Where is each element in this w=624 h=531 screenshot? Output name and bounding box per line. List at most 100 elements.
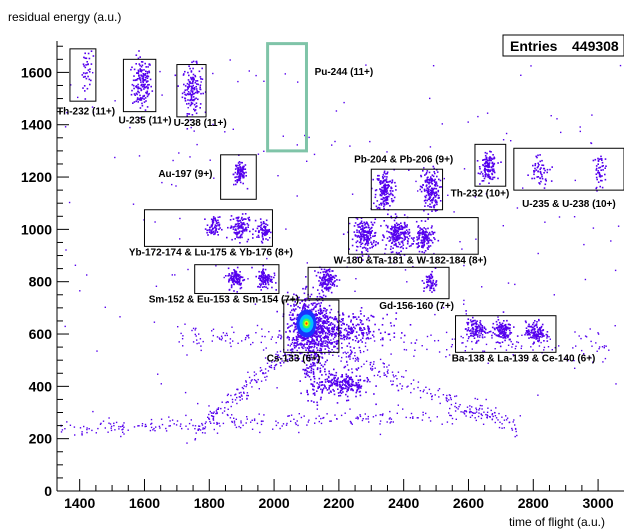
data-point xyxy=(118,428,120,430)
data-point xyxy=(482,330,484,332)
data-point xyxy=(605,345,607,347)
data-point xyxy=(309,346,311,348)
data-point xyxy=(343,323,345,326)
data-point xyxy=(428,182,430,185)
data-point xyxy=(370,367,372,369)
data-point xyxy=(410,412,413,415)
data-point xyxy=(264,283,267,286)
data-point xyxy=(358,230,360,232)
data-point xyxy=(239,396,241,398)
data-point xyxy=(528,323,530,326)
data-point xyxy=(394,213,397,215)
data-point xyxy=(149,78,152,81)
data-point xyxy=(146,92,148,95)
data-point xyxy=(261,328,263,330)
data-point xyxy=(183,91,186,93)
data-point xyxy=(148,70,150,73)
data-point xyxy=(262,372,264,375)
data-point xyxy=(199,86,201,88)
data-point xyxy=(429,196,432,198)
data-point xyxy=(303,415,305,417)
data-point xyxy=(434,196,437,198)
data-point xyxy=(340,324,343,326)
data-point xyxy=(396,224,399,227)
data-point xyxy=(430,287,433,290)
data-point xyxy=(349,332,352,335)
data-point xyxy=(329,287,331,290)
data-point xyxy=(148,71,151,74)
data-point xyxy=(395,245,398,248)
data-point xyxy=(469,319,472,321)
data-point xyxy=(195,432,197,434)
data-point xyxy=(489,416,491,418)
data-point xyxy=(316,390,318,392)
data-point xyxy=(213,219,215,222)
data-point xyxy=(493,157,495,160)
data-point xyxy=(438,388,441,390)
data-point xyxy=(382,317,384,320)
data-point xyxy=(403,223,406,225)
data-point xyxy=(324,282,327,285)
data-point xyxy=(481,286,483,288)
data-point xyxy=(406,242,409,245)
data-point xyxy=(438,186,441,188)
data-point xyxy=(340,376,343,378)
isotope-box xyxy=(176,64,207,118)
data-point xyxy=(192,80,194,82)
data-point xyxy=(329,316,332,318)
data-point xyxy=(315,336,318,339)
data-point xyxy=(490,409,492,412)
data-point xyxy=(333,383,336,386)
data-point xyxy=(320,352,322,354)
data-point xyxy=(245,422,247,424)
data-point xyxy=(604,178,607,181)
data-point xyxy=(540,332,543,334)
data-point xyxy=(141,64,144,67)
data-point xyxy=(316,343,318,346)
data-point xyxy=(248,218,250,221)
data-point xyxy=(229,277,232,280)
data-point xyxy=(263,80,265,82)
data-point xyxy=(463,412,465,414)
data-point xyxy=(232,218,235,220)
data-point xyxy=(364,224,366,226)
data-point xyxy=(388,236,391,238)
data-point xyxy=(279,427,281,430)
data-point xyxy=(398,228,401,231)
data-point xyxy=(255,373,257,375)
data-point xyxy=(266,277,268,279)
data-point xyxy=(373,374,376,377)
data-point xyxy=(241,166,244,168)
data-point xyxy=(286,422,288,425)
data-point xyxy=(235,164,237,167)
data-point xyxy=(361,255,364,257)
data-point xyxy=(168,425,170,427)
data-point xyxy=(328,281,330,284)
data-point xyxy=(592,227,595,229)
data-point xyxy=(306,354,309,357)
data-point xyxy=(241,216,243,219)
data-point xyxy=(232,128,234,130)
data-point xyxy=(260,284,262,287)
data-point xyxy=(302,305,304,308)
data-point xyxy=(297,305,299,308)
data-point xyxy=(404,232,406,234)
data-point xyxy=(228,273,230,275)
data-point xyxy=(538,182,540,184)
data-point xyxy=(340,331,342,334)
data-point xyxy=(443,177,445,180)
data-point xyxy=(314,422,316,424)
data-point xyxy=(433,289,436,292)
data-point xyxy=(324,378,327,381)
data-point xyxy=(417,242,420,244)
data-point xyxy=(194,81,197,84)
data-point xyxy=(73,426,76,428)
data-point xyxy=(328,372,331,375)
data-point xyxy=(436,185,439,187)
data-point xyxy=(502,334,504,336)
data-point xyxy=(480,324,482,326)
data-point xyxy=(259,286,261,288)
data-point xyxy=(537,340,539,342)
data-point xyxy=(195,80,197,82)
data-point xyxy=(315,317,318,320)
